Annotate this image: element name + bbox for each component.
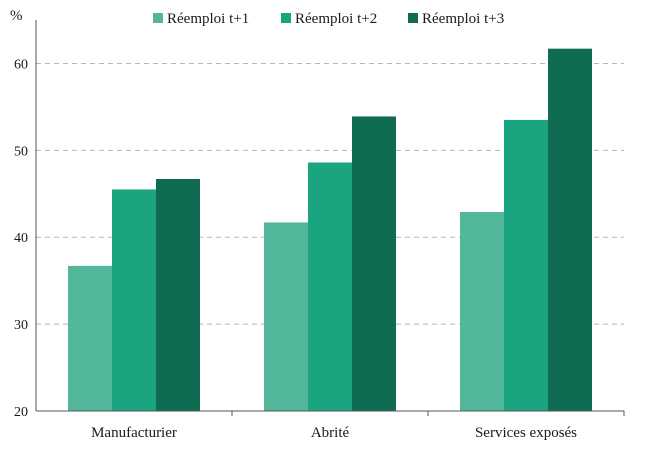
category-label: Services exposés — [475, 425, 577, 441]
category-labels: Manufacturier Abrité Services exposés — [91, 425, 577, 441]
bar-2-2 — [308, 162, 352, 411]
bar-3-1 — [156, 179, 200, 411]
y-unit-label: % — [10, 8, 23, 24]
legend-label-2: Réemploi t+2 — [295, 11, 377, 27]
category-label: Abrité — [311, 425, 350, 441]
y-tick-label: 30 — [14, 318, 28, 333]
bar-3-3 — [548, 48, 592, 411]
legend-swatch-1 — [153, 13, 163, 23]
y-tick-label: 50 — [14, 144, 28, 159]
y-tick-label: 60 — [14, 57, 28, 72]
bar-2-3 — [504, 119, 548, 411]
axes — [35, 20, 625, 416]
y-tick-labels: 20 30 40 50 60 — [14, 57, 28, 420]
category-label: Manufacturier — [91, 425, 177, 441]
y-tick-label: 20 — [14, 405, 28, 420]
legend-label-3: Réemploi t+3 — [422, 11, 504, 27]
legend-swatch-3 — [408, 13, 418, 23]
bar-1-3 — [460, 212, 504, 411]
bar-1-2 — [264, 222, 308, 411]
y-tick-label: 40 — [14, 231, 28, 246]
bar-1-1 — [68, 265, 112, 411]
bars — [68, 48, 592, 412]
legend-swatch-2 — [281, 13, 291, 23]
legend: Réemploi t+1 Réemploi t+2 Réemploi t+3 — [153, 11, 504, 27]
bar-2-1 — [112, 189, 156, 411]
bar-3-2 — [352, 116, 396, 412]
legend-label-1: Réemploi t+1 — [167, 11, 249, 27]
